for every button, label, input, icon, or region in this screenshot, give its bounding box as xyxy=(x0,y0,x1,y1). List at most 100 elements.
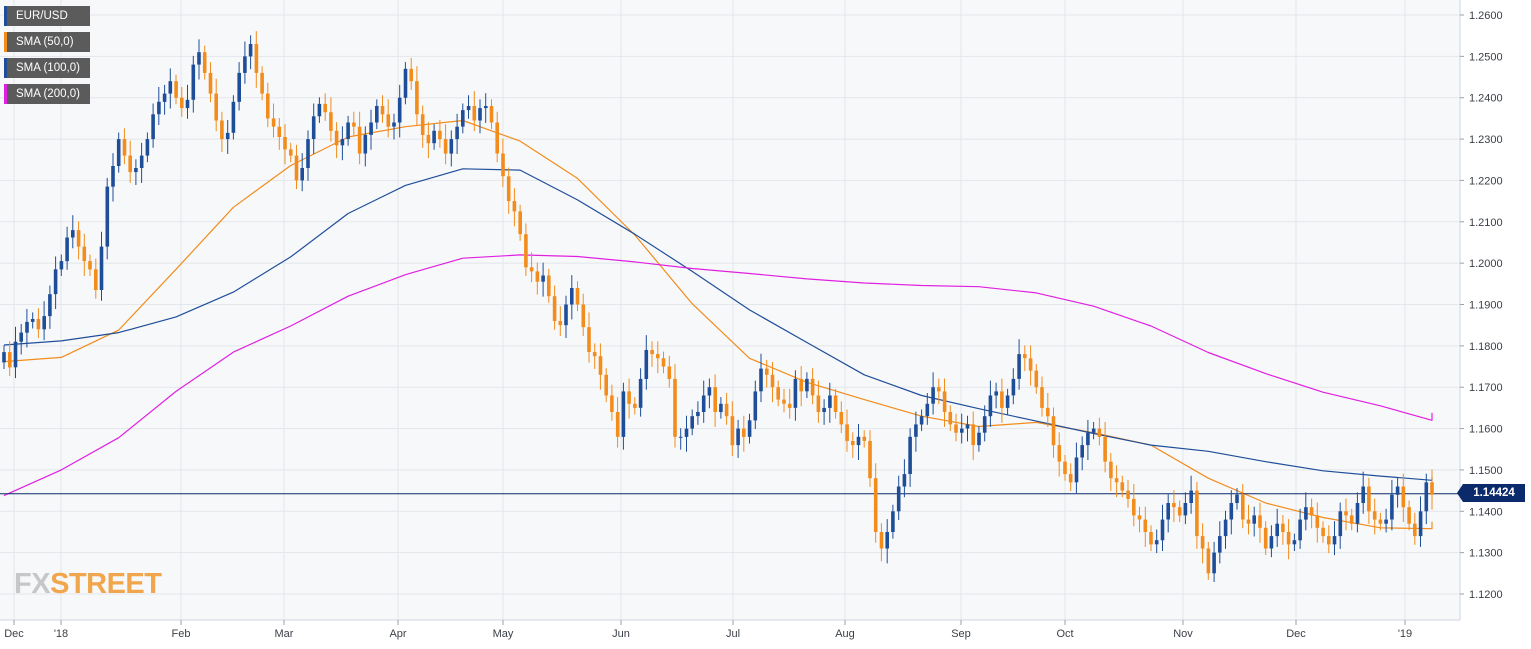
candle xyxy=(696,401,700,425)
candle-body xyxy=(1275,523,1279,537)
candle-body xyxy=(237,72,241,102)
candle xyxy=(82,233,87,276)
candle xyxy=(908,428,912,487)
candle xyxy=(495,111,499,163)
candle xyxy=(1114,465,1119,498)
candle xyxy=(633,397,637,415)
candle-body xyxy=(994,391,998,396)
legend-label: EUR/USD xyxy=(16,10,68,22)
candle xyxy=(202,45,207,80)
legend: EUR/USD SMA (50,0) SMA (100,0) SMA (200,… xyxy=(4,6,90,110)
candle xyxy=(879,523,884,562)
candle-body xyxy=(42,316,46,330)
candle-body xyxy=(713,387,717,412)
candle-body xyxy=(369,122,373,135)
candle xyxy=(403,62,408,105)
candle-body xyxy=(1114,478,1119,483)
candle xyxy=(948,405,953,432)
candle xyxy=(707,378,712,409)
candle xyxy=(1143,506,1148,547)
candle xyxy=(931,372,935,415)
candle-body xyxy=(185,99,190,109)
candle-body xyxy=(1418,511,1423,537)
x-tick-label: '19 xyxy=(1398,628,1412,640)
candle-body xyxy=(1235,494,1239,503)
candle-body xyxy=(1051,416,1056,446)
candle xyxy=(719,397,723,419)
candle xyxy=(266,82,270,128)
candle-body xyxy=(197,52,201,65)
candle-body xyxy=(1195,490,1199,537)
legend-item-sma200[interactable]: SMA (200,0) xyxy=(4,84,90,104)
candle-body xyxy=(220,120,224,140)
candle-body xyxy=(960,428,964,433)
candle-body xyxy=(449,139,454,154)
candle-body xyxy=(547,275,551,297)
candle xyxy=(1063,455,1067,481)
x-tick-label: '18 xyxy=(54,628,68,640)
candle xyxy=(94,258,98,299)
candle-body xyxy=(650,350,654,355)
candle xyxy=(753,380,758,429)
candle xyxy=(902,459,907,498)
candle-body xyxy=(53,269,58,295)
candle-body xyxy=(214,93,218,121)
candle xyxy=(248,35,253,70)
candle xyxy=(1200,523,1205,564)
legend-label: SMA (50,0) xyxy=(16,36,74,48)
candle-body xyxy=(1137,515,1142,520)
candle xyxy=(765,359,769,388)
candle-body xyxy=(512,201,517,212)
candle-body xyxy=(1315,515,1320,528)
candle-body xyxy=(403,68,408,98)
candle-body xyxy=(552,296,557,321)
candle xyxy=(1292,533,1297,551)
candle xyxy=(730,401,735,456)
candle xyxy=(873,463,878,543)
candle xyxy=(214,78,218,132)
candle xyxy=(323,93,327,121)
candle-body xyxy=(1218,536,1222,553)
candle xyxy=(506,167,511,214)
candle xyxy=(380,95,385,123)
candle xyxy=(1367,477,1371,525)
candle-body xyxy=(506,176,511,202)
candle xyxy=(197,39,201,80)
current-price-tag: 1.14424 xyxy=(1457,484,1525,502)
x-tick-label: May xyxy=(493,628,514,640)
candle-body xyxy=(558,321,563,326)
candle xyxy=(157,87,161,125)
x-tick-label: Mar xyxy=(275,628,294,640)
candle xyxy=(816,380,821,423)
candle xyxy=(363,126,368,167)
candle xyxy=(369,109,373,150)
candle xyxy=(76,221,81,260)
candle-body xyxy=(88,261,92,270)
candle xyxy=(787,388,792,419)
candle xyxy=(294,144,299,190)
candle-body xyxy=(759,368,763,392)
legend-item-sma50[interactable]: SMA (50,0) xyxy=(4,32,90,52)
candle-body xyxy=(455,126,459,140)
candle-body xyxy=(8,352,12,368)
candle-body xyxy=(174,81,178,98)
candle xyxy=(988,380,993,427)
candle-body xyxy=(461,110,465,127)
candle-body xyxy=(1430,482,1434,495)
candle-body xyxy=(420,114,425,135)
candle xyxy=(965,415,970,442)
candle-body xyxy=(111,166,115,187)
candle-body xyxy=(1154,540,1159,545)
candle-body xyxy=(1269,536,1274,549)
candle-body xyxy=(71,230,75,238)
candle xyxy=(1080,436,1084,471)
candle xyxy=(340,126,345,161)
candle-body xyxy=(357,126,362,154)
candle-body xyxy=(375,106,379,123)
candle-body xyxy=(472,106,477,121)
legend-item-eurusd[interactable]: EUR/USD xyxy=(4,6,90,26)
candle-body xyxy=(707,387,712,396)
candle xyxy=(1229,490,1234,535)
candle xyxy=(1183,492,1188,525)
legend-item-sma100[interactable]: SMA (100,0) xyxy=(4,58,90,78)
